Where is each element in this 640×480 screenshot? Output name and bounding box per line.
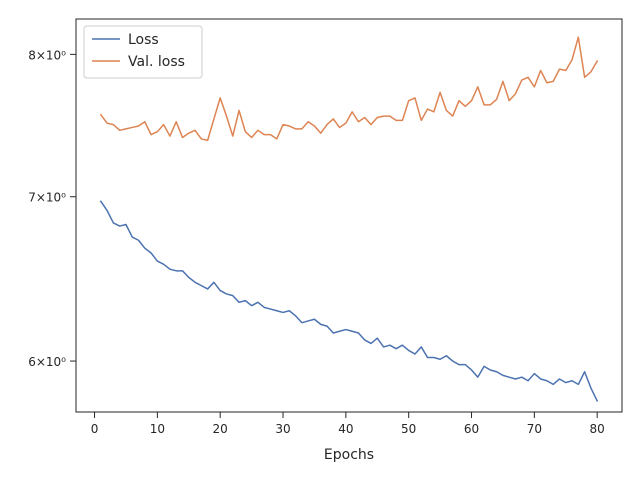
x-tick-label: 70 [527,422,542,436]
x-tick-label: 80 [590,422,605,436]
legend: Loss Val. loss [83,25,203,79]
x-axis: 0 10 20 30 40 50 60 70 80 [91,412,605,436]
x-tick-label: 20 [213,422,228,436]
x-tick-label: 0 [91,422,99,436]
y-tick-label: 6×10⁰ [28,355,66,369]
legend-label-0: Loss [128,32,159,48]
series-line-1 [99,36,599,142]
y-tick-label: 8×10⁰ [28,48,66,62]
legend-label-1: Val. loss [128,54,185,70]
plot-frame [75,18,623,413]
y-axis: 6×10⁰ 7×10⁰ 8×10⁰ [28,48,76,369]
series-line-0 [99,200,599,402]
y-tick-label: 7×10⁰ [28,191,66,205]
x-axis-label: Epochs [324,447,374,463]
series-layer [99,36,599,402]
plot-area [76,19,622,412]
x-tick-label: 50 [401,422,416,436]
x-tick-label: 30 [275,422,290,436]
x-tick-label: 40 [338,422,353,436]
x-tick-label: 60 [464,422,479,436]
x-tick-label: 10 [150,422,165,436]
